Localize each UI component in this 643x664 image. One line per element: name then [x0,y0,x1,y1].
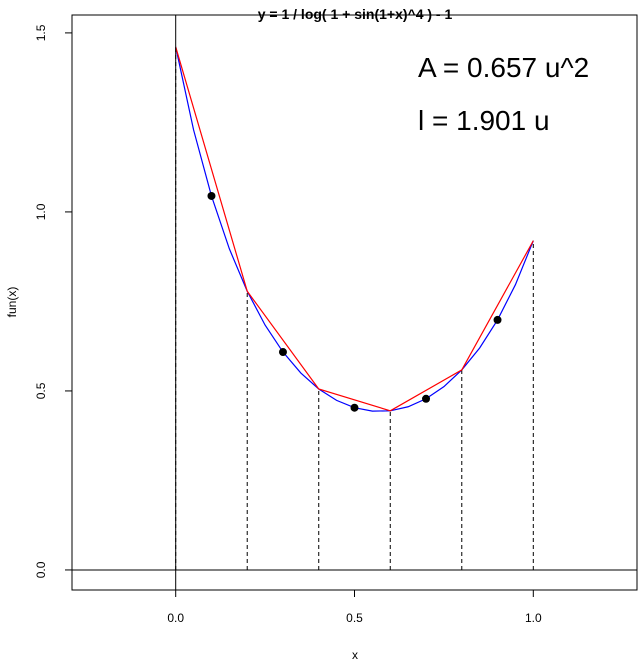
y-tick-label: 0.0 [34,561,48,578]
x-tick-label: 0.0 [167,611,184,625]
x-tick-label: 1.0 [525,611,542,625]
annotation: A = 0.657 u^2 [418,52,589,83]
midpoint [278,348,287,357]
y-tick-label: 1.5 [34,24,48,41]
x-axis-label: x [352,648,358,662]
annotation: l = 1.901 u [418,105,550,136]
midpoint [493,315,502,324]
x-tick-label: 0.5 [346,611,363,625]
y-tick-label: 0.5 [34,382,48,399]
midpoint [350,403,359,412]
y-axis-label: fun(x) [5,287,19,318]
midpoint [422,394,431,403]
midpoint [207,191,216,200]
chart-title: y = 1 / log( 1 + sin(1+x)^4 ) - 1 [258,6,453,22]
plot-box [71,14,638,591]
chord-line [175,46,534,412]
y-tick-label: 1.0 [34,203,48,220]
